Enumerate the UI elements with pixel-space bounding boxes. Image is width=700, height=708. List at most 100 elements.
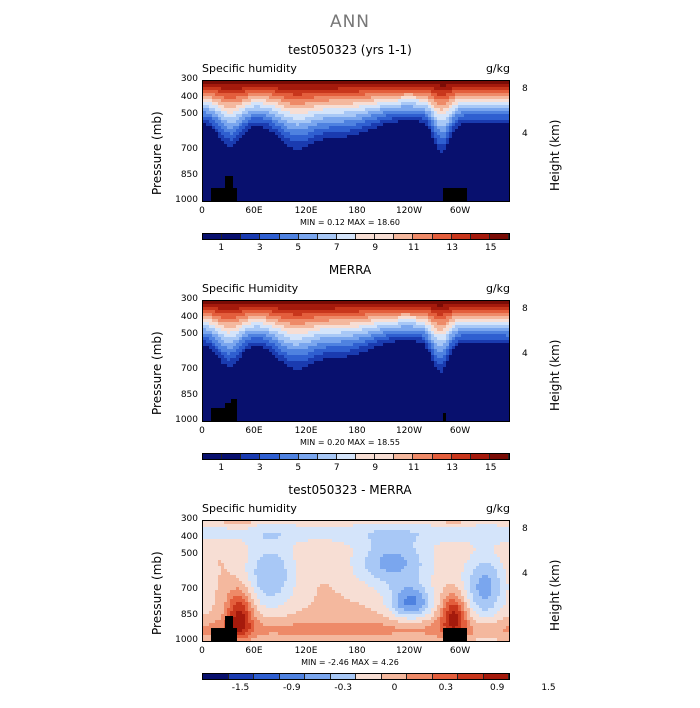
- heatmap-cell: [311, 102, 315, 106]
- heatmap-cell: [479, 198, 483, 201]
- heatmap-cell: [203, 189, 207, 193]
- colorbar-swatch: [336, 234, 356, 239]
- heatmap-cell: [467, 135, 471, 139]
- heatmap-cell: [287, 150, 291, 154]
- heatmap-cell: [416, 126, 420, 130]
- heatmap-cell: [395, 96, 399, 100]
- heatmap-cell: [215, 177, 219, 181]
- heatmap-cell: [248, 331, 252, 335]
- heatmap-cell: [341, 156, 345, 160]
- heatmap-cell: [260, 352, 264, 356]
- heatmap-cell: [449, 144, 453, 148]
- heatmap-cell: [287, 192, 291, 196]
- heatmap-cell: [326, 108, 330, 112]
- heatmap-cell: [236, 337, 240, 341]
- heatmap-cell: [287, 189, 291, 193]
- heatmap-cell: [284, 144, 288, 148]
- heatmap-cell: [290, 141, 294, 145]
- heatmap-cell: [503, 141, 507, 145]
- heatmap-cell: [212, 355, 216, 359]
- heatmap-cell: [281, 90, 285, 94]
- heatmap-cell: [230, 105, 234, 109]
- heatmap-cell: [230, 156, 234, 160]
- heatmap-cell: [245, 90, 249, 94]
- heatmap-cell: [215, 358, 219, 362]
- heatmap-cell: [488, 132, 492, 136]
- heatmap-cell: [362, 192, 366, 196]
- heatmap-cell: [356, 129, 360, 133]
- heatmap-cell: [458, 114, 462, 118]
- heatmap-cell: [287, 165, 291, 169]
- heatmap-cell: [215, 334, 219, 338]
- heatmap-cell: [473, 174, 477, 178]
- heatmap-cell: [242, 349, 246, 353]
- heatmap-cell: [296, 90, 300, 94]
- heatmap-cell: [203, 418, 207, 421]
- heatmap-cell: [419, 114, 423, 118]
- heatmap-cell: [215, 147, 219, 151]
- heatmap-cell: [422, 189, 426, 193]
- heatmap-cell: [404, 87, 408, 91]
- heatmap-cell: [251, 129, 255, 133]
- heatmap-cell: [431, 192, 435, 196]
- heatmap-cell: [491, 189, 495, 193]
- colorbar-swatch: [298, 234, 318, 239]
- heatmap-cell: [506, 132, 509, 136]
- heatmap-cell: [278, 180, 282, 184]
- heatmap-cell: [380, 120, 384, 124]
- heatmap-cell: [212, 108, 216, 112]
- heatmap-cell: [497, 150, 501, 154]
- heatmap-cell: [377, 117, 381, 121]
- heatmap-cell: [359, 99, 363, 103]
- heatmap-cell: [287, 105, 291, 109]
- heatmap-cell: [209, 96, 213, 100]
- heatmap-cell: [464, 174, 468, 178]
- heatmap-cell: [350, 198, 354, 201]
- heatmap-cell: [248, 165, 252, 169]
- heatmap-cell: [383, 198, 387, 201]
- heatmap-cell: [215, 400, 219, 404]
- heatmap-cell: [428, 192, 432, 196]
- heatmap-cell: [221, 355, 225, 359]
- heatmap-cell: [338, 168, 342, 172]
- heatmap-cell: [503, 129, 507, 133]
- heatmap-cell: [347, 132, 351, 136]
- heatmap-cell: [203, 376, 207, 380]
- heatmap-cell: [236, 81, 240, 85]
- heatmap-cell: [407, 156, 411, 160]
- heatmap-cell: [410, 147, 414, 151]
- heatmap-cell: [350, 84, 354, 88]
- heatmap-cell: [434, 183, 438, 187]
- heatmap-cell: [251, 99, 255, 103]
- heatmap-cell: [422, 165, 426, 169]
- heatmap-cell: [287, 159, 291, 163]
- heatmap-cell: [302, 183, 306, 187]
- heatmap-cell: [488, 153, 492, 157]
- heatmap-cell: [356, 96, 360, 100]
- heatmap-cell: [419, 180, 423, 184]
- heatmap-cell: [401, 165, 405, 169]
- heatmap-cell: [410, 141, 414, 145]
- heatmap-cell: [455, 135, 459, 139]
- heatmap-cell: [380, 198, 384, 201]
- heatmap-cell: [236, 346, 240, 350]
- heatmap-cell: [491, 81, 495, 85]
- heatmap-cell: [215, 99, 219, 103]
- heatmap-cell: [266, 189, 270, 193]
- heatmap-cell: [263, 93, 267, 97]
- heatmap-cell: [440, 126, 444, 130]
- heatmap-cell: [446, 156, 450, 160]
- heatmap-cell: [413, 141, 417, 145]
- heatmap-cell: [233, 331, 237, 335]
- heatmap-cell: [281, 102, 285, 106]
- heatmap-cell: [248, 316, 252, 320]
- heatmap-cell: [281, 147, 285, 151]
- heatmap-cell: [350, 123, 354, 127]
- heatmap-cell: [332, 99, 336, 103]
- heatmap-cell: [359, 198, 363, 201]
- heatmap-cell: [440, 165, 444, 169]
- heatmap-cell: [428, 135, 432, 139]
- heatmap-cell: [209, 189, 213, 193]
- heatmap-cell: [398, 183, 402, 187]
- heatmap-cell: [227, 328, 231, 332]
